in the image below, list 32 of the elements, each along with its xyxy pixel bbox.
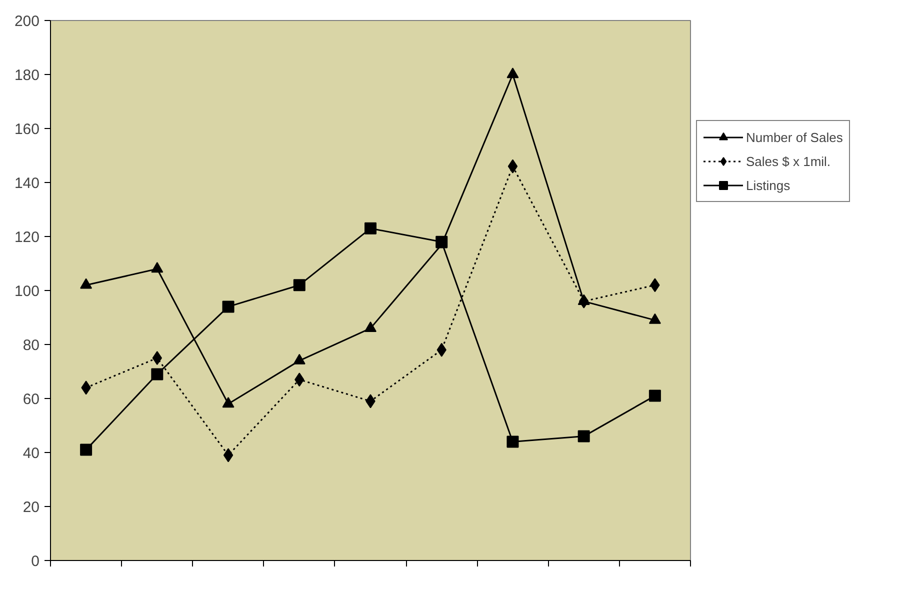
- point: [506, 436, 519, 448]
- point: [152, 351, 162, 365]
- y-tick-label: 180: [14, 67, 40, 84]
- legend-label: Number of Sales: [746, 130, 843, 144]
- point: [578, 430, 590, 442]
- point: [364, 321, 376, 332]
- point: [293, 279, 306, 292]
- point: [222, 397, 234, 408]
- y-tick-label: 100: [14, 283, 40, 300]
- y-tick-label: 120: [14, 229, 40, 246]
- y-tick-label: 160: [14, 121, 40, 138]
- y-tick-label: 0: [31, 553, 40, 570]
- point: [223, 448, 234, 462]
- point: [151, 262, 164, 273]
- y-tick-label: 40: [22, 445, 40, 462]
- point: [506, 68, 519, 78]
- y-tick-label: 140: [14, 175, 40, 192]
- point: [80, 278, 92, 289]
- point: [293, 354, 306, 364]
- point: [364, 222, 376, 234]
- y-tick-label: 60: [22, 391, 40, 408]
- y-tick-label: 20: [22, 499, 40, 516]
- legend-label: Sales $ x 1mil.: [746, 154, 831, 168]
- point: [80, 444, 92, 456]
- point: [508, 159, 518, 174]
- point: [222, 300, 234, 313]
- legend-label: Listings: [746, 178, 790, 192]
- point: [151, 368, 164, 380]
- y-tick-label: 200: [14, 13, 40, 30]
- point: [648, 390, 661, 402]
- y-tick-label: 80: [22, 337, 40, 354]
- point: [648, 313, 661, 324]
